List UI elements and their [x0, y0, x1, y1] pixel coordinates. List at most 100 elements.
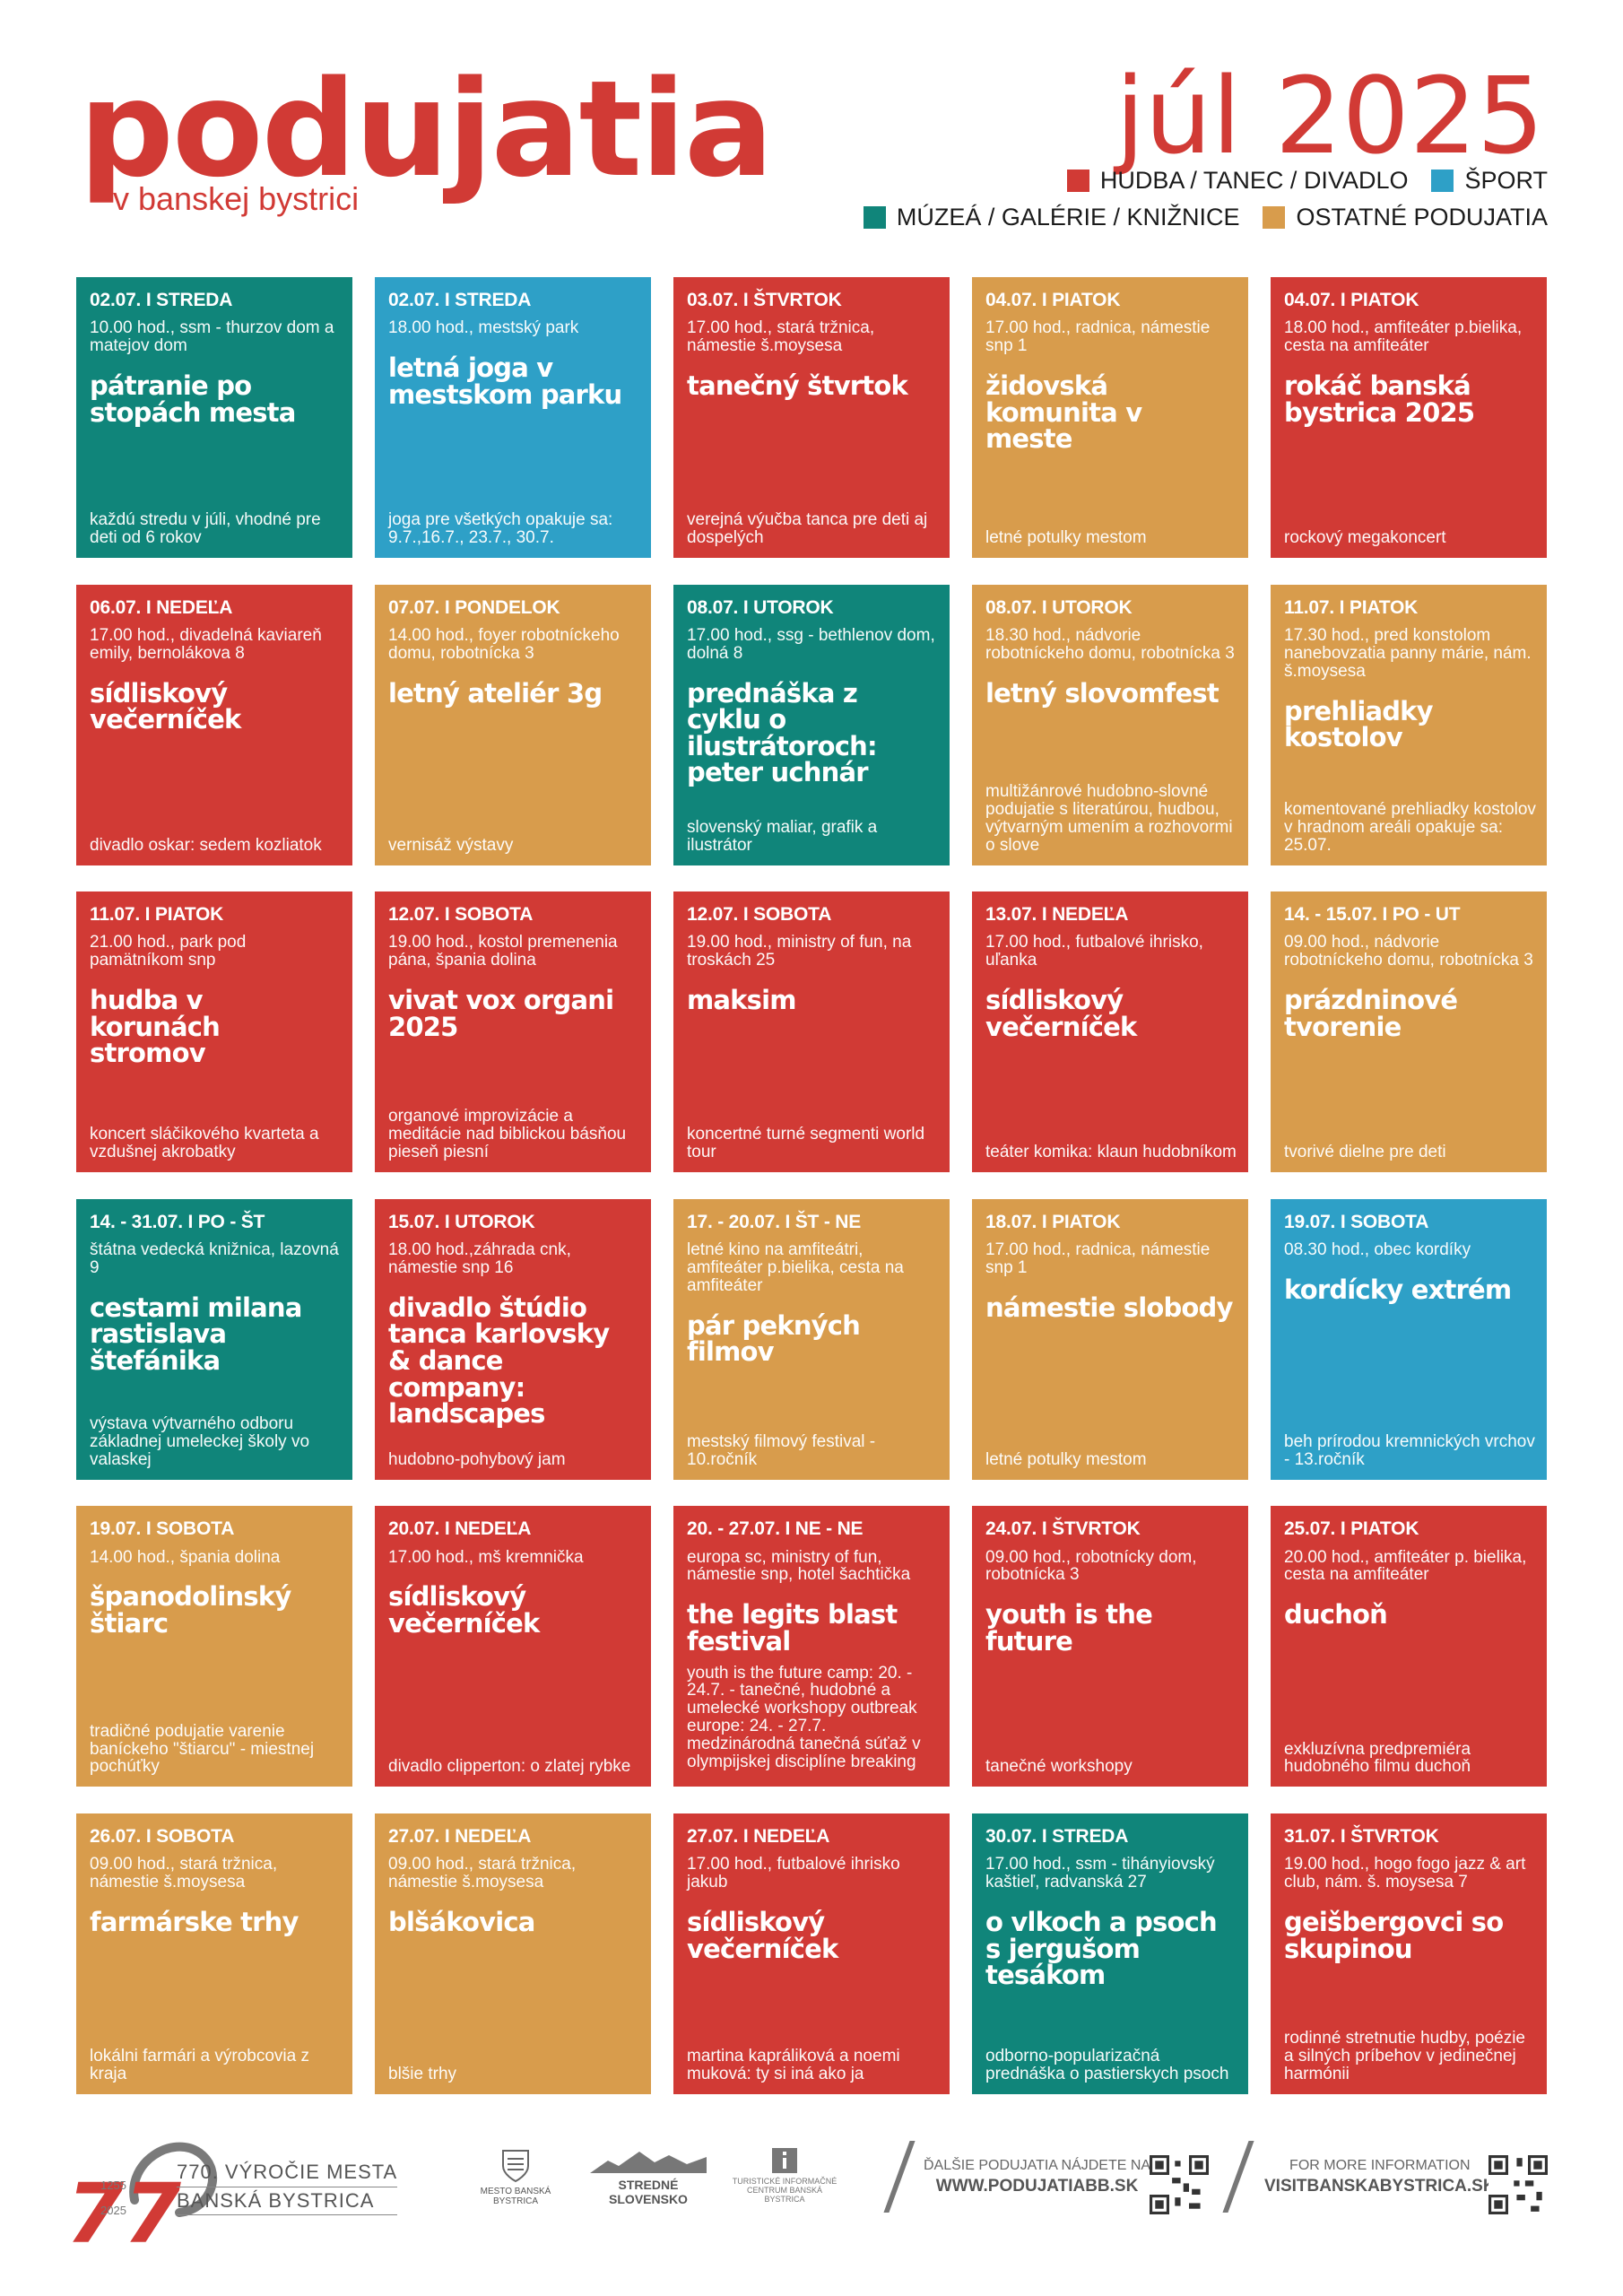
event-name: duchoň	[1284, 1599, 1388, 1631]
event-date: 17. - 20.07. I ŠT - NE	[687, 1211, 862, 1232]
legend-row-1: HUDBA / TANEC / DIVADLO ŠPORT	[1044, 167, 1548, 195]
event-location: 19.00 hod., kostol premenenia pána, špan…	[388, 933, 618, 970]
event-name: španodolinský štiarc	[90, 1581, 291, 1639]
legend-item-museums: MÚZEÁ / GALÉRIE / KNIŽNICE	[863, 204, 1239, 231]
event-description: tvorivé dielne pre deti	[1284, 1143, 1446, 1162]
event-location: europa sc, ministry of fun, námestie snp…	[687, 1547, 911, 1585]
event-name: sídliskový večerníček	[985, 985, 1137, 1042]
more-events-url[interactable]: WWW.PODUJATIABB.SK	[935, 2176, 1139, 2196]
event-date: 26.07. I SOBOTA	[90, 1825, 235, 1847]
event-card: 14. - 15.07. I PO - UT 09.00 hod., nádvor…	[1271, 891, 1547, 1173]
stredne-logo-text: STREDNÉ SLOVENSKO	[609, 2178, 688, 2206]
event-name: hudba v korunách stromov	[90, 985, 221, 1069]
event-location: 17.00 hod., ssm - tihányiovský kaštieľ, …	[985, 1855, 1215, 1892]
event-name: letný slovomfest	[985, 677, 1219, 709]
legend-label: HUDBA / TANEC / DIVADLO	[1099, 167, 1409, 194]
page-title: podujatia	[79, 52, 774, 206]
event-name: sídliskový večerníček	[90, 677, 241, 735]
event-date: 07.07. I PONDELOK	[388, 596, 560, 618]
event-card: 04.07. I PIATOK 17.00 hod., radnica, náme…	[972, 277, 1248, 558]
event-date: 20. - 27.07. I NE - NE	[687, 1518, 864, 1540]
event-location: 09.00 hod., nádvorie robotníckeho domu, …	[1284, 933, 1533, 970]
event-name: kordícky extrém	[1284, 1274, 1512, 1305]
event-description: každú stredu v júli, vhodné pre deti od …	[90, 510, 321, 548]
event-location: letné kino na amfiteátri, amfiteáter p.b…	[687, 1239, 904, 1295]
event-date: 04.07. I PIATOK	[1284, 290, 1419, 310]
svg-text:77: 77	[66, 2166, 181, 2247]
legend-item-sport: ŠPORT	[1431, 167, 1548, 195]
legend-label: ŠPORT	[1464, 167, 1548, 194]
event-date: 08.07. I UTOROK	[687, 596, 834, 618]
event-location: 19.00 hod., ministry of fun, na troskách…	[687, 933, 912, 970]
event-name: o vlkoch a psoch s jergušom tesákom	[985, 1906, 1218, 1991]
more-events: ĎALŠIE PODUJATIA NÁJDETE NA WWW.PODUJATI…	[924, 2157, 1150, 2197]
event-name: vivat vox organi 2025	[388, 985, 614, 1042]
event-name: prehliadky kostolov	[1284, 695, 1434, 753]
event-location: 17.00 hod., divadelná kaviareň emily, be…	[90, 625, 322, 663]
event-card: 02.07. I STREDA 10.00 hod., ssm - thurzov…	[76, 277, 352, 558]
tic-logo: TURISTICKÉ INFORMAČNÉ CENTRUM BANSKÁ BYS…	[731, 2146, 838, 2204]
event-description: organové improvizácie a meditácie nad bi…	[388, 1107, 627, 1162]
event-name: židovská komunita v meste	[985, 370, 1142, 455]
event-date: 24.07. I ŠTVRTOK	[985, 1518, 1141, 1540]
event-date: 04.07. I PIATOK	[985, 290, 1121, 310]
event-location: 17.00 hod., mš kremnička	[388, 1547, 584, 1567]
event-date: 20.07. I NEDEĽA	[388, 1518, 532, 1540]
event-name: rokáč banská bystrica 2025	[1284, 370, 1475, 428]
event-card: 12.07. I SOBOTA 19.00 hod., kostol premen…	[375, 891, 651, 1173]
tic-logo-text: TURISTICKÉ INFORMAČNÉ CENTRUM BANSKÁ BYS…	[732, 2177, 838, 2204]
event-description: martina kapráliková a noemi muková: ty s…	[687, 2047, 900, 2084]
more-info-url[interactable]: VISITBANSKABYSTRICA.SK	[1264, 2176, 1496, 2196]
event-description: mestský filmový festival - 10.ročník	[687, 1431, 876, 1469]
event-location: 18.00 hod., mestský park	[388, 318, 579, 338]
event-name: prázdninové tvorenie	[1284, 985, 1458, 1042]
event-date: 02.07. I STREDA	[90, 290, 233, 310]
legend-swatch-blue	[1431, 170, 1454, 192]
anniversary-year-from: 1255	[100, 2179, 126, 2192]
event-card: 02.07. I STREDA 18.00 hod., mestský park l…	[375, 277, 651, 558]
legend-label: OSTATNÉ PODUJATIA	[1296, 204, 1548, 230]
event-description: beh prírodou kremnických vrchov - 13.roč…	[1284, 1431, 1535, 1469]
event-description: letné potulky mestom	[985, 1449, 1147, 1469]
event-description: slovenský maliar, grafik a ilustrátor	[687, 817, 878, 855]
event-location: 17.30 hod., pred konstolom nanebovzatia …	[1284, 625, 1532, 681]
event-date: 18.07. I PIATOK	[985, 1211, 1121, 1232]
event-card: 19.07. I SOBOTA 14.00 hod., špania dolina…	[76, 1506, 352, 1787]
event-name: námestie slobody	[985, 1292, 1233, 1323]
event-card: 20. - 27.07. I NE - NE europa sc, ministr…	[673, 1506, 950, 1787]
event-date: 11.07. I PIATOK	[90, 904, 224, 926]
event-description: joga pre všetkých opakuje sa: 9.7.,16.7.…	[388, 510, 613, 548]
event-description: lokálni farmári a výrobcovia z kraja	[90, 2047, 309, 2084]
event-description: teáter komika: klaun hudobníkom	[985, 1143, 1237, 1162]
qr-code-icon	[1488, 2155, 1548, 2214]
event-card: 25.07. I PIATOK 20.00 hod., amfiteáter p.…	[1271, 1506, 1547, 1787]
mountains-icon	[590, 2152, 707, 2173]
event-location: 17.00 hod., futbalové ihrisko, uľanka	[985, 933, 1203, 970]
event-location: 17.00 hod., radnica, námestie snp 1	[985, 318, 1211, 356]
event-location: 20.00 hod., amfiteáter p. bielika, cesta…	[1284, 1547, 1527, 1585]
event-description: verejná výučba tanca pre deti aj dospelý…	[687, 510, 928, 548]
page-subtitle: v banskej bystrici	[113, 180, 360, 217]
event-date: 31.07. I ŠTVRTOK	[1284, 1825, 1439, 1847]
event-description: multižánrové hudobno-slovné podujatie s …	[985, 781, 1233, 855]
event-card: 27.07. I NEDEĽA 17.00 hod., futbalové ihr…	[673, 1813, 950, 2094]
event-description: divadlo oskar: sedem kozliatok	[90, 835, 322, 855]
event-card: 31.07. I ŠTVRTOK 19.00 hod., hogo fogo ja…	[1271, 1813, 1547, 2094]
event-name: pár pekných filmov	[687, 1309, 861, 1368]
divider-slash	[1222, 2141, 1254, 2213]
event-description: výstava výtvarného odboru základnej umel…	[90, 1413, 310, 1469]
info-icon	[772, 2148, 797, 2173]
event-location: 09.00 hod., stará tržnica, námestie š.mo…	[90, 1855, 278, 1892]
anniversary-line-2: BANSKÁ BYSTRICA	[177, 2187, 398, 2216]
legend-swatch-orange	[1263, 206, 1286, 229]
events-grid: 02.07. I STREDA 10.00 hod., ssm - thurzov…	[76, 277, 1547, 2094]
event-location: 08.30 hod., obec kordíky	[1284, 1239, 1471, 1259]
event-card: 26.07. I SOBOTA 09.00 hod., stará tržnica…	[76, 1813, 352, 2094]
more-info: FOR MORE INFORMATION VISITBANSKABYSTRICA…	[1264, 2157, 1496, 2197]
event-date: 02.07. I STREDA	[388, 290, 532, 310]
event-location: 18.30 hod., nádvorie robotníckeho domu, …	[985, 625, 1235, 663]
event-location: 14.00 hod., špania dolina	[90, 1547, 281, 1567]
event-date: 14. - 31.07. I PO - ŠT	[90, 1211, 265, 1232]
event-name: pátranie po stopách mesta	[90, 370, 296, 428]
event-description: exkluzívna predpremiéra hudobného filmu …	[1284, 1739, 1471, 1777]
